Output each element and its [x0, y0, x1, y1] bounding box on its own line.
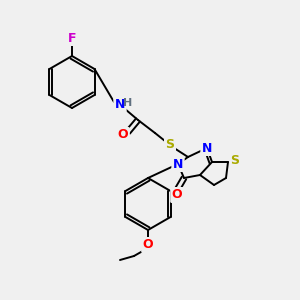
- Text: N: N: [115, 98, 125, 112]
- Text: H: H: [123, 98, 133, 108]
- Text: O: O: [172, 188, 182, 202]
- Text: S: S: [230, 154, 239, 167]
- Text: N: N: [202, 142, 212, 154]
- Text: S: S: [166, 139, 175, 152]
- Text: O: O: [118, 128, 128, 142]
- Text: F: F: [68, 32, 76, 44]
- Text: N: N: [173, 158, 183, 170]
- Text: O: O: [143, 238, 153, 251]
